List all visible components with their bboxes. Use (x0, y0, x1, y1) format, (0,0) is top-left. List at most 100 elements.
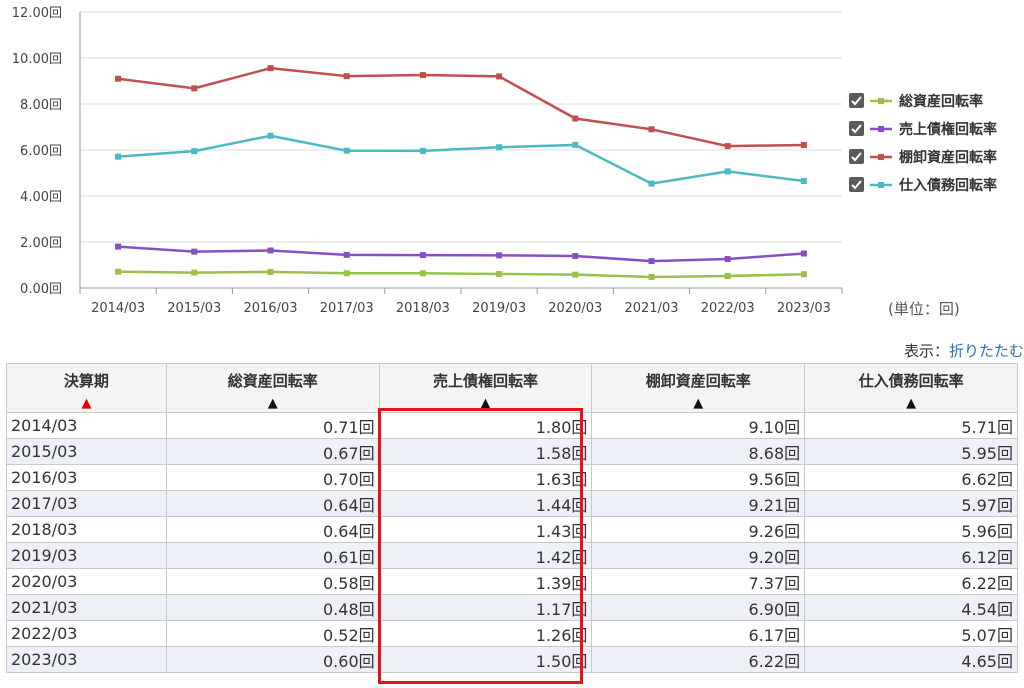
value-cell: 0.48回 (165, 594, 380, 621)
table-row: 2022/03 0.52回 1.26回 6.17回 5.07回 (6, 620, 1018, 647)
value-cell: 9.21回 (591, 490, 806, 517)
legend-checkbox[interactable] (849, 177, 864, 192)
data-point (724, 168, 731, 175)
value-cell: 5.07回 (804, 620, 1018, 647)
value-cell: 9.20回 (591, 542, 806, 569)
value-cell: 1.50回 (378, 646, 593, 673)
legend-checkbox[interactable] (849, 93, 864, 108)
data-point (572, 253, 579, 260)
header-total-asset-turnover[interactable]: 総資産回転率 ▲ (165, 363, 380, 413)
data-point (800, 178, 807, 185)
series-line-0 (118, 270, 804, 279)
value-cell: 0.67回 (165, 438, 380, 465)
value-cell: 5.97回 (804, 490, 1018, 517)
y-tick-label: 12.00回 (12, 6, 62, 21)
value-cell: 8.68回 (591, 438, 806, 465)
header-period[interactable]: 決算期 ▲ (6, 363, 167, 413)
data-point (724, 273, 731, 280)
data-point (191, 148, 198, 155)
x-tick-label: 2014/03 (91, 301, 145, 316)
data-point (648, 180, 655, 187)
data-point (496, 144, 503, 151)
data-point (724, 143, 731, 150)
sort-arrow-icon[interactable]: ▲ (906, 396, 917, 411)
legend-label: 総資産回転率 (899, 93, 983, 110)
table-row: 2015/03 0.67回 1.58回 8.68回 5.95回 (6, 438, 1018, 465)
legend-checkbox[interactable] (849, 121, 864, 136)
value-cell: 9.56回 (591, 464, 806, 491)
display-label: 表示： (903, 342, 949, 360)
legend-label: 売上債権回転率 (899, 121, 997, 138)
data-point (115, 75, 122, 82)
value-cell: 6.17回 (591, 620, 806, 647)
period-cell: 2020/03 (6, 568, 167, 595)
legend-label: 棚卸資産回転率 (899, 149, 997, 166)
value-cell: 0.70回 (165, 464, 380, 491)
value-cell: 5.71回 (804, 412, 1018, 439)
value-cell: 5.96回 (804, 516, 1018, 543)
value-cell: 4.54回 (804, 594, 1018, 621)
period-cell: 2016/03 (6, 464, 167, 491)
value-cell: 1.63回 (378, 464, 593, 491)
data-point (267, 132, 274, 139)
y-axis: 0.00回 2.00回 4.00回 6.00回 8.00回 10.00回 12.00回 (12, 6, 81, 297)
data-point (267, 268, 274, 275)
chart-series (115, 65, 807, 280)
x-axis: 2014/03 2015/03 2016/03 2017/03 2018/03 2019/… (79, 288, 843, 316)
series-line-2 (117, 66, 804, 148)
data-point (343, 251, 350, 258)
data-point (800, 141, 807, 148)
value-cell: 6.22回 (591, 646, 806, 673)
sort-arrow-icon[interactable]: ▲ (267, 396, 278, 411)
legend-marker (878, 154, 884, 160)
data-point (648, 258, 655, 265)
y-tick-label: 4.00回 (20, 190, 62, 205)
header-payables-turnover[interactable]: 仕入債務回転率 ▲ (804, 363, 1018, 413)
sort-arrow-icon[interactable]: ▲ (480, 396, 491, 411)
y-tick-label: 10.00回 (12, 52, 62, 67)
line-chart: 0.00回 2.00回 4.00回 6.00回 8.00回 10.00回 12.00回 20… (12, 6, 997, 316)
period-cell: 2017/03 (6, 490, 167, 517)
series-line-3 (118, 134, 805, 185)
x-tick-label: 2015/03 (167, 301, 221, 316)
data-point (115, 243, 122, 250)
x-tick-label: 2017/03 (320, 301, 374, 316)
legend-label: 仕入債務回転率 (898, 177, 997, 194)
series-line-1 (118, 245, 804, 263)
value-cell: 0.52回 (165, 620, 380, 647)
period-cell: 2022/03 (6, 620, 167, 647)
data-point (191, 248, 198, 255)
table-row: 2016/03 0.70回 1.63回 9.56回 6.62回 (6, 464, 1018, 491)
check-icon (851, 124, 862, 134)
data-point (343, 270, 350, 277)
legend-marker (878, 98, 884, 104)
collapse-link[interactable]: 折りたたむ (948, 342, 1024, 360)
chart-grid (80, 11, 842, 289)
value-cell: 6.12回 (804, 542, 1018, 569)
sort-arrow-icon[interactable]: ▲ (81, 396, 92, 411)
value-cell: 0.64回 (165, 516, 380, 543)
value-cell: 6.90回 (591, 594, 806, 621)
check-icon (851, 180, 862, 190)
check-icon (851, 96, 862, 106)
data-point (343, 147, 350, 154)
data-point (800, 250, 807, 257)
header-receivables-turnover[interactable]: 売上債権回転率 ▲ (378, 363, 593, 413)
value-cell: 1.43回 (378, 516, 593, 543)
value-cell: 6.22回 (804, 568, 1018, 595)
sort-arrow-icon[interactable]: ▲ (693, 396, 704, 411)
legend-marker (878, 126, 884, 132)
value-cell: 9.10回 (591, 412, 806, 439)
x-tick-label: 2018/03 (396, 301, 450, 316)
table-row: 2014/03 0.71回 1.80回 9.10回 5.71回 (6, 412, 1018, 439)
legend-checkbox[interactable] (849, 149, 864, 164)
value-cell: 0.61回 (165, 542, 380, 569)
table-row: 2019/03 0.61回 1.42回 9.20回 6.12回 (6, 542, 1018, 569)
x-tick-label: 2016/03 (243, 301, 297, 316)
value-cell: 0.64回 (165, 490, 380, 517)
value-cell: 1.39回 (378, 568, 593, 595)
period-cell: 2014/03 (6, 412, 167, 439)
value-cell: 9.26回 (591, 516, 806, 543)
header-inventory-turnover[interactable]: 棚卸資産回転率 ▲ (591, 363, 806, 413)
